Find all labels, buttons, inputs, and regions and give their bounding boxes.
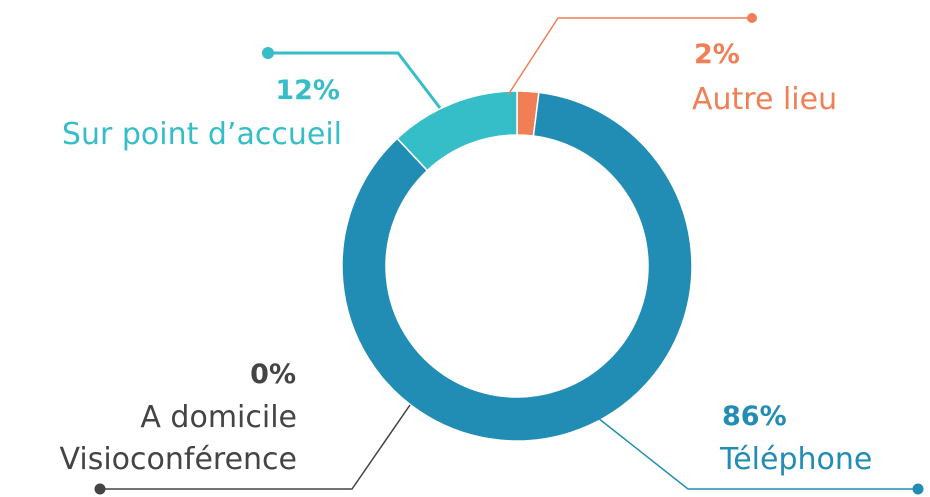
leader-line-autre-lieu xyxy=(507,17,752,96)
callout-autre-lieu: 2% Autre lieu xyxy=(507,13,837,117)
leader-line-telephone xyxy=(597,417,918,490)
leader-dot-telephone xyxy=(912,483,924,495)
callout-telephone: 86% Téléphone xyxy=(597,401,924,495)
category-label-telephone: Téléphone xyxy=(719,442,872,477)
slice-sur-point-accueil xyxy=(396,90,518,172)
category-label-sur-point-accueil: Sur point d’accueil xyxy=(62,117,342,152)
leader-dot-autre-lieu xyxy=(747,13,757,23)
leader-dot-sur-point-accueil xyxy=(262,47,274,59)
category-label-visioconference: Visioconférence xyxy=(60,442,298,477)
leader-line-sur-point-accueil xyxy=(268,51,442,109)
leader-dot-a-domicile-visio xyxy=(94,483,106,495)
value-label-telephone: 86% xyxy=(722,401,787,432)
category-label-a-domicile: A domicile xyxy=(140,400,297,435)
value-label-autre-lieu: 2% xyxy=(694,39,740,70)
slice-telephone xyxy=(341,91,693,442)
value-label-a-domicile-visio: 0% xyxy=(250,359,296,390)
category-label-autre-lieu: Autre lieu xyxy=(692,82,837,117)
leader-line-a-domicile-visio xyxy=(100,404,411,490)
donut-slices xyxy=(341,90,693,442)
value-label-sur-point-accueil: 12% xyxy=(275,75,340,106)
callout-a-domicile-visio: 0% A domicile Visioconférence xyxy=(60,359,411,495)
callout-sur-point-accueil: 12% Sur point d’accueil xyxy=(62,47,442,152)
